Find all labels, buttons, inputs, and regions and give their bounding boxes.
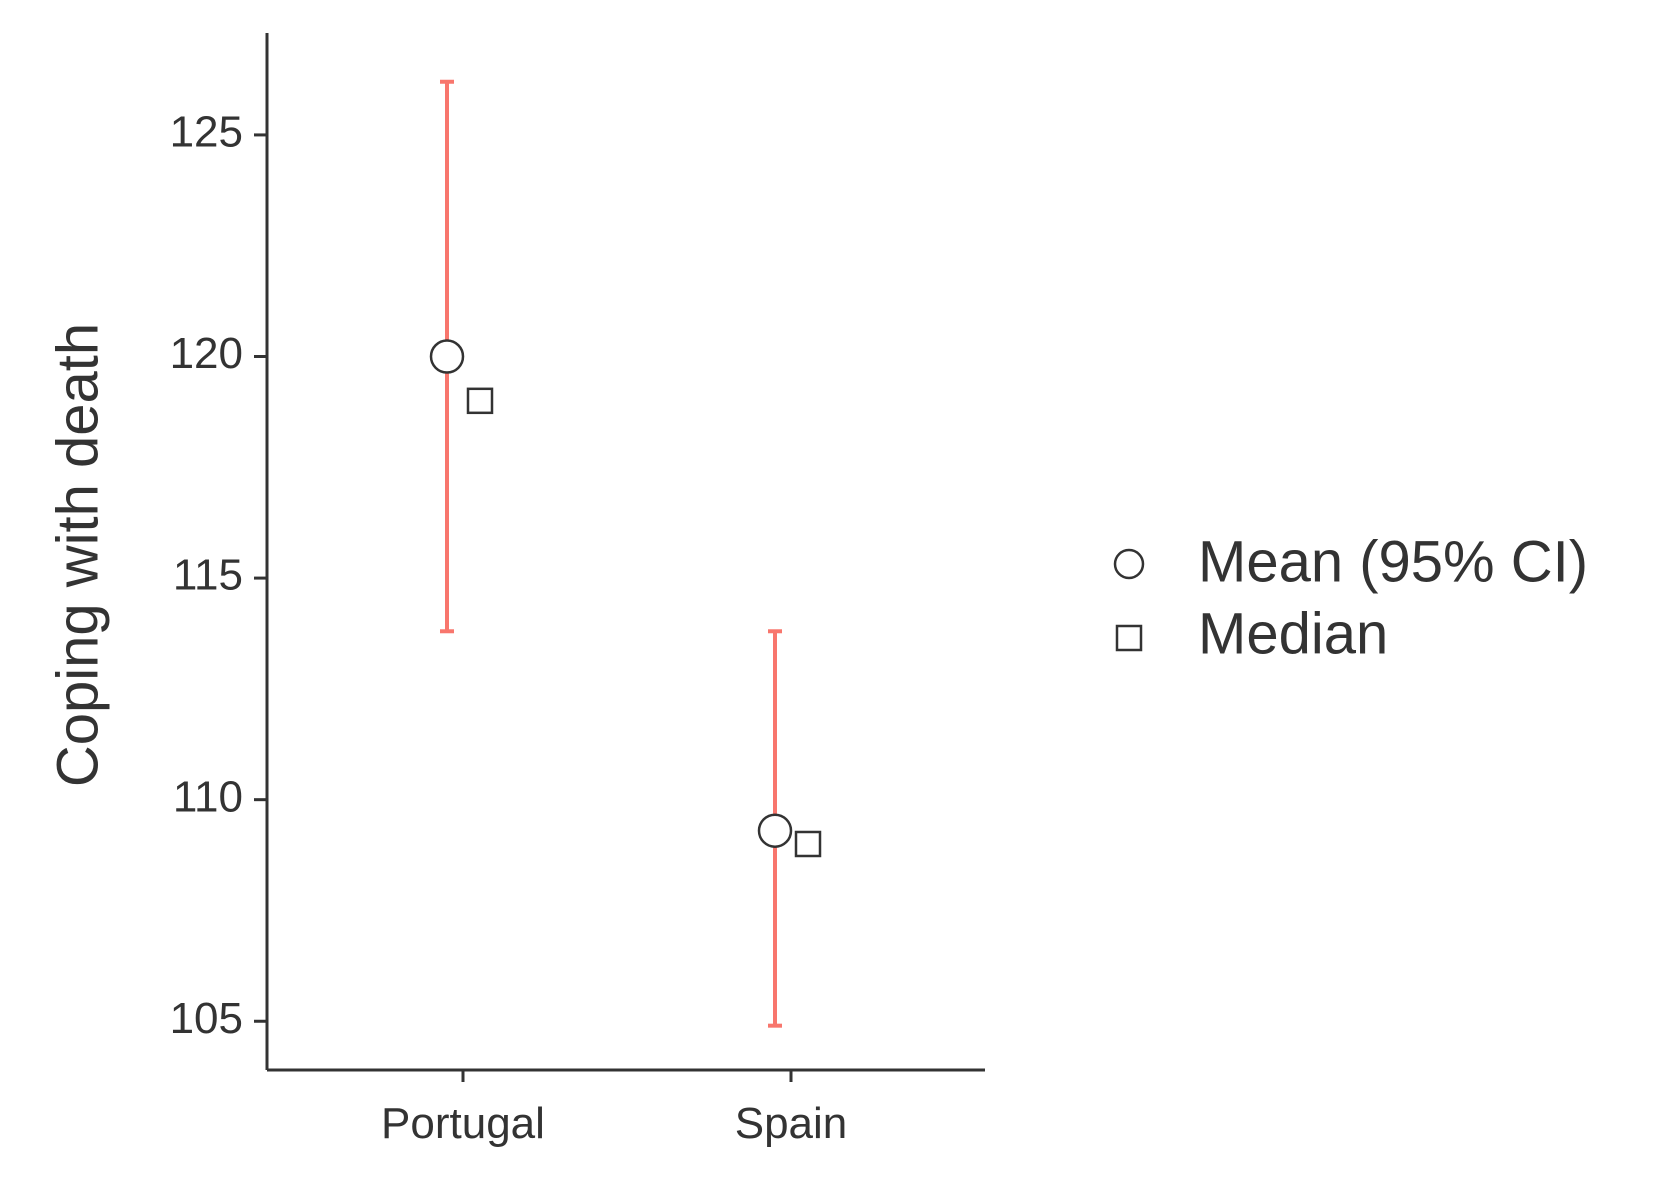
x-tick-label: Spain	[735, 1099, 848, 1148]
legend-median-label: Median	[1198, 601, 1388, 666]
y-tick-label: 125	[170, 108, 243, 157]
y-axis-title: Coping with death	[45, 323, 110, 787]
y-tick-label: 110	[173, 772, 243, 821]
legend: Mean (95% CI) Median	[1113, 529, 1588, 666]
plot-area	[429, 79, 822, 1028]
y-axis: 105 110 115 120 125 Coping with death	[45, 33, 269, 1070]
legend-mean-icon	[1113, 548, 1145, 580]
x-tick-label: Portugal	[381, 1099, 545, 1148]
x-ticks: Portugal Spain	[381, 1070, 847, 1148]
mean-point	[757, 813, 793, 848]
x-axis: Portugal Spain	[267, 1068, 985, 1148]
y-tick-label: 105	[170, 994, 243, 1043]
legend-median-icon	[1115, 624, 1143, 652]
y-tick-label: 115	[173, 551, 243, 600]
mean-point	[429, 339, 465, 374]
legend-mean-label: Mean (95% CI)	[1198, 529, 1588, 594]
y-tick-label: 120	[170, 329, 243, 378]
median-point	[794, 830, 822, 858]
y-ticks: 105 110 115 120 125	[170, 108, 267, 1043]
median-point	[466, 387, 494, 415]
